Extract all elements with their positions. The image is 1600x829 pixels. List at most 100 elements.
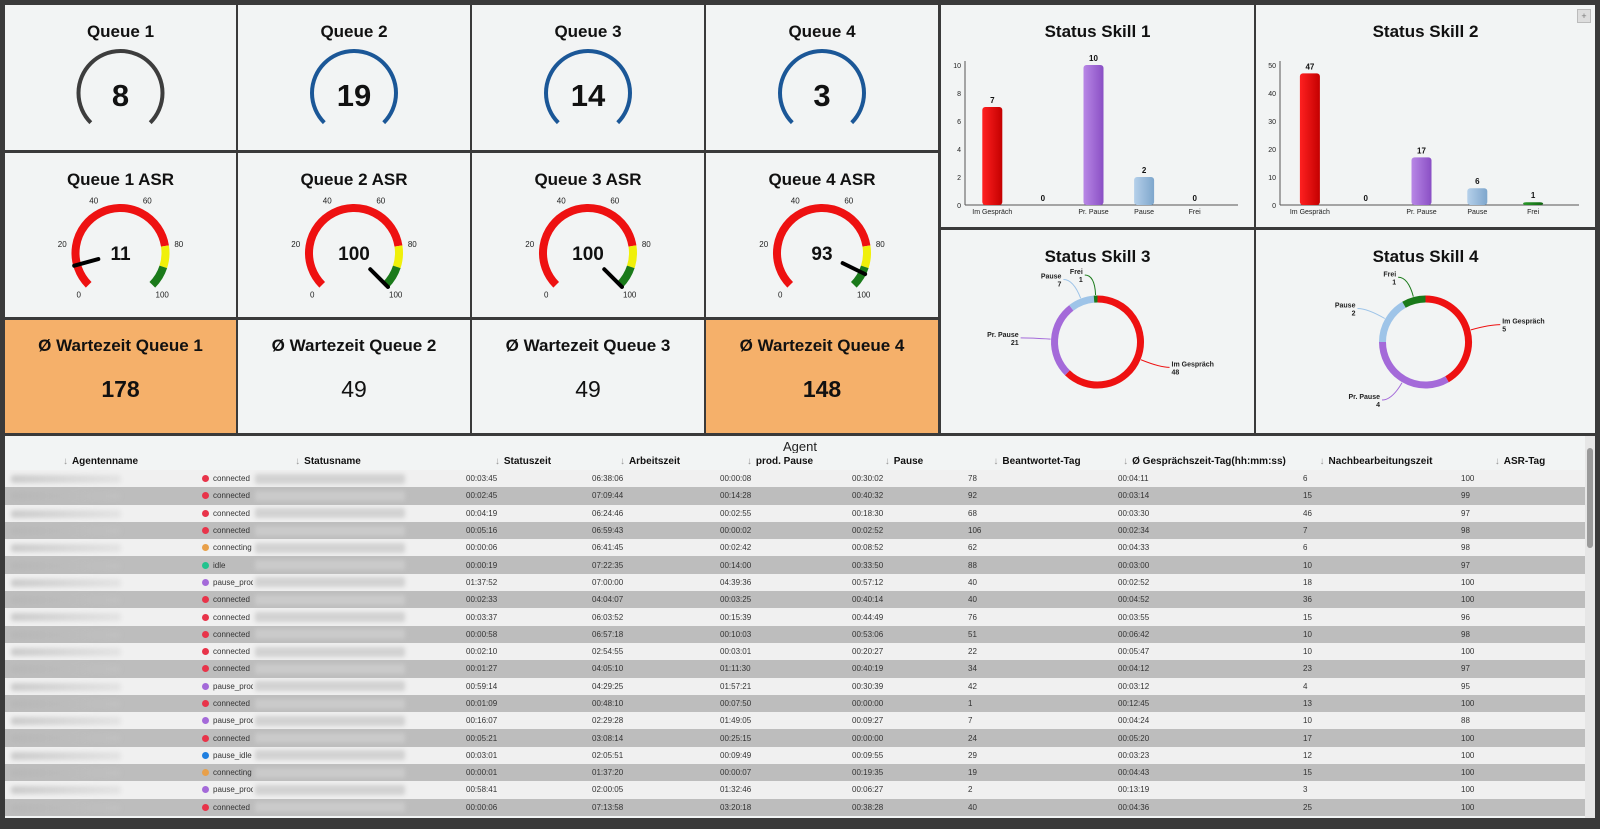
table-row[interactable]: connected 00:05:16 06:59:43 00:00:02 00:02:5… [5,521,1585,540]
gauge-band [149,265,168,288]
bar-value-label: 47 [1305,62,1314,71]
category-label: Im Gespräch [1290,209,1330,216]
table-row[interactable]: pause_prod 00:59:14 04:29:25 01:57:21 00:30:… [5,677,1585,695]
table-scrollbar[interactable] [1585,436,1595,818]
column-header[interactable]: ↓ Agentenname [5,453,196,470]
sort-icon[interactable]: ↓ [62,456,68,467]
column-label: ASR-Tag [1503,456,1546,467]
column-label: Agentenname [71,456,139,467]
donut-leader-line [1084,274,1097,296]
column-header[interactable]: ↓ ASR-Tag [1455,453,1585,470]
cell-beantwortet: 24 [962,729,1112,747]
table-row[interactable]: pause_prod 00:58:41 02:00:05 01:32:46 00:06:… [5,781,1585,799]
sort-icon[interactable]: ↓ [993,456,999,467]
table-row[interactable]: connected 00:01:27 04:05:10 01:11:30 00:40:1… [5,660,1585,678]
queue-tile-3: Queue 3 14 [472,5,704,150]
column-header[interactable]: ↓ prod. Pause [714,453,846,470]
cell-beantwortet: 106 [962,521,1112,540]
gauge-band [850,265,869,288]
column-header[interactable]: ↓ Beantwortet-Tag [962,453,1112,470]
column-header[interactable]: ↓ Pause [846,453,962,470]
bar-value-label: 0 [1041,194,1046,203]
donut-leader-line [1381,382,1403,401]
cell-arbeitszeit: 06:38:06 [586,470,714,488]
sort-icon[interactable]: ↓ [494,456,500,467]
cell-nachbearbeitung: 7 [1297,521,1455,540]
donut-label: Pause [1041,273,1062,280]
table-row[interactable]: pause_prod 01:37:52 07:00:00 04:39:36 00:57:… [5,573,1585,592]
cell-prod-pause: 00:00:08 [714,470,846,488]
status-cell: pause_prod [196,677,460,695]
y-tick-label: 30 [1268,119,1276,126]
sort-icon[interactable]: ↓ [884,456,890,467]
wait-tile-2: Ø Wartezeit Queue 2 49 [238,320,470,433]
status-cell: connected [196,642,460,661]
status-name: pause_prod [213,785,253,795]
redacted-name [11,734,121,743]
redacted-status [255,663,405,674]
table-row[interactable]: connected 00:03:37 06:03:52 00:15:39 00:44:4… [5,608,1585,626]
sort-icon[interactable]: ↓ [1123,456,1129,467]
donut-slice [1064,295,1144,389]
cell-pause: 00:30:02 [846,470,962,488]
table-row[interactable]: pause_idle 00:03:01 02:05:51 00:09:49 00:09:… [5,746,1585,765]
scrollbar-thumb[interactable] [1587,448,1593,548]
table-row[interactable]: connecting 00:00:06 06:41:45 00:02:42 00:08:… [5,539,1585,557]
queue-gauge-arc [310,49,398,125]
column-header[interactable]: ↓ Arbeitszeit [586,453,714,470]
cell-nachbearbeitung: 10 [1297,642,1455,661]
cell-asr: 100 [1455,729,1585,747]
expand-icon[interactable]: + [1577,9,1591,23]
column-header[interactable]: ↓ Statusname [196,453,460,470]
donut-value: 4 [1376,402,1380,409]
sort-icon[interactable]: ↓ [1494,456,1500,467]
status-cell: connected [196,487,460,505]
table-row[interactable]: connected 00:02:33 04:04:07 00:03:25 00:40:1… [5,591,1585,609]
sort-icon[interactable]: ↓ [619,456,625,467]
cell-prod-pause: 00:00:07 [714,764,846,782]
cell-asr: 99 [1455,487,1585,505]
queue-title: Queue 2 [320,22,388,41]
redacted-status [255,490,405,501]
status-dot-icon [202,630,209,638]
table-row[interactable]: connected 00:03:45 06:38:06 00:00:08 00:30:0… [5,470,1585,488]
table-row[interactable]: connected 00:05:21 03:08:14 00:25:15 00:00:0… [5,729,1585,747]
cell-arbeitszeit: 02:00:05 [586,781,714,799]
redacted-status [255,681,405,692]
table-row[interactable]: connected 00:02:10 02:54:55 00:03:01 00:20:2… [5,642,1585,661]
category-label: Pr. Pause [1078,209,1108,216]
cell-pause: 00:33:50 [846,556,962,574]
cell-pause: 00:53:06 [846,625,962,643]
wait-title: Ø Wartezeit Queue 2 [271,336,437,355]
sort-icon[interactable]: ↓ [746,456,752,467]
queue-count: 8 [111,78,130,113]
redacted-status [255,473,405,484]
category-label: Pause [1134,209,1154,216]
sort-icon[interactable]: ↓ [1319,456,1325,467]
table-row[interactable]: connected 00:02:45 07:09:44 00:14:28 00:40:3… [5,487,1585,505]
table-row[interactable]: connected 00:00:58 06:57:18 00:10:03 00:53:0… [5,625,1585,643]
gauge-band [392,245,403,269]
bar [982,107,1003,205]
cell-prod-pause: 01:49:05 [714,712,846,730]
wait-value: 49 [575,376,601,402]
table-row[interactable]: connected 00:04:19 06:24:46 00:02:55 00:18:3… [5,504,1585,522]
column-header[interactable]: ↓ Statuszeit [460,453,586,470]
cell-gespraech: 00:04:36 [1112,798,1297,816]
table-row[interactable]: connected 00:01:09 00:48:10 00:07:50 00:00:0… [5,694,1585,713]
cell-beantwortet: 62 [962,539,1112,557]
cell-prod-pause: 00:02:42 [714,539,846,557]
table-row[interactable]: pause_prod 00:16:07 02:29:28 01:49:05 00:09:… [5,712,1585,730]
queue-tile-4: Queue 4 3 [706,5,938,150]
column-header[interactable]: ↓ Ø Gesprächszeit-Tag(hh:mm:ss) [1112,453,1297,470]
table-row[interactable]: connected 00:00:06 07:13:58 03:20:18 00:38:2… [5,798,1585,816]
table-row[interactable]: idle 00:00:19 07:22:35 00:14:00 00:33:50 88 00… [5,556,1585,574]
donut-slice [1379,341,1449,389]
column-header[interactable]: ↓ Nachbearbeitungszeit [1297,453,1455,470]
y-tick-label: 6 [957,119,961,126]
category-label: Im Gespräch [972,209,1012,216]
table-row[interactable]: connecting 00:00:01 01:37:20 00:00:07 00:19:… [5,764,1585,782]
cell-asr: 97 [1455,660,1585,678]
status-cell: connected [196,694,460,713]
sort-icon[interactable]: ↓ [295,456,301,467]
